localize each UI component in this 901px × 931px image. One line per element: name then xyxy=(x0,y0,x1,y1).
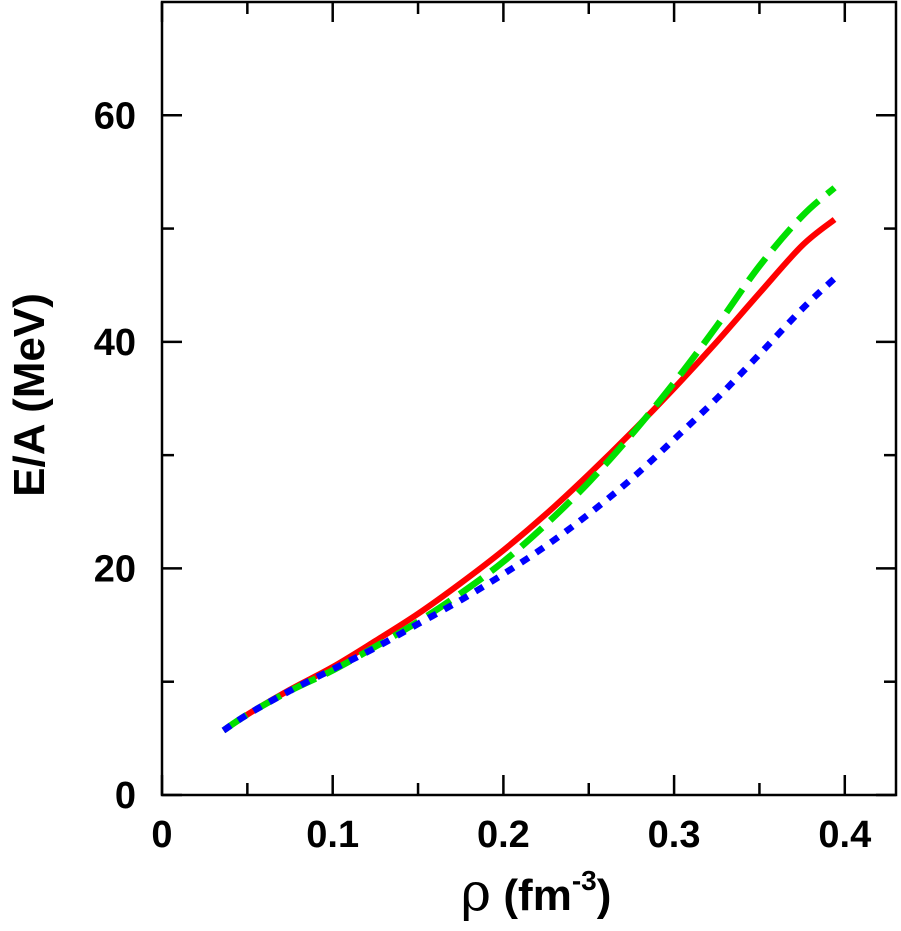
x-tick-labels: 0 0.1 0.2 0.3 0.4 xyxy=(151,814,871,856)
x-axis-close-paren: ) xyxy=(597,871,612,920)
y-tick-labels: 0 20 40 60 xyxy=(94,95,136,817)
x-axis-unit-exponent: -3 xyxy=(572,865,597,896)
x-tick-label: 0 xyxy=(151,814,172,856)
y-axis-title: E/A (MeV) xyxy=(5,293,54,497)
x-axis-title: ρ (fm-3) xyxy=(461,863,612,923)
y-tick-label: 60 xyxy=(94,95,136,137)
x-tick-label: 0.2 xyxy=(477,814,530,856)
x-tick-label: 0.3 xyxy=(648,814,701,856)
x-tick-label: 0.4 xyxy=(818,814,871,856)
x-tick-label: 0.1 xyxy=(306,814,359,856)
series-line-dashed xyxy=(221,185,837,734)
series-layer xyxy=(221,185,837,734)
plot-frame xyxy=(160,0,898,797)
y-tick-label: 20 xyxy=(94,548,136,590)
y-tick-label: 40 xyxy=(94,322,136,364)
minor-ticks xyxy=(162,2,896,795)
y-tick-label: 0 xyxy=(115,775,136,817)
x-axis-rho-symbol: ρ xyxy=(461,863,492,923)
series-line-solid xyxy=(221,217,837,733)
major-ticks xyxy=(160,2,896,797)
x-axis-unit-text: (fm xyxy=(491,871,572,920)
series-line-dotted xyxy=(221,276,837,734)
